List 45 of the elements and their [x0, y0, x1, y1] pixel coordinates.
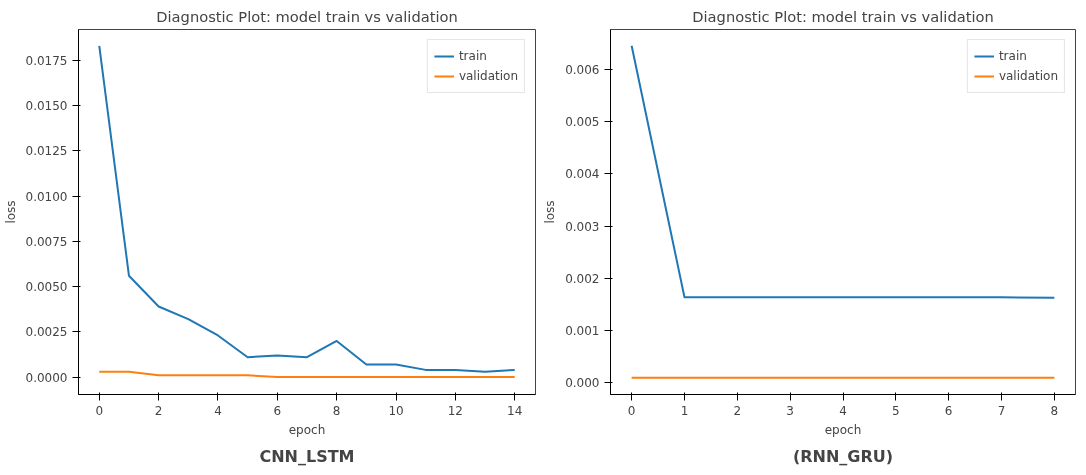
x-tick-label: 4 [839, 403, 847, 418]
y-tick-label: 0.0050 [25, 280, 68, 295]
legend-label: train [458, 49, 487, 63]
legend-label: validation [458, 69, 518, 83]
x-tick-label: 5 [892, 403, 900, 418]
y-tick-label: 0.0175 [25, 53, 68, 68]
x-tick-label: 4 [214, 403, 222, 418]
y-tick-label: 0.005 [565, 115, 600, 130]
y-tick-label: 0.004 [565, 167, 600, 182]
line-series [98, 44, 516, 373]
y-tick-label: 0.0150 [25, 99, 68, 114]
x-tick-label: 6 [273, 403, 282, 418]
y-tick-label: 0.002 [565, 271, 600, 286]
y-axis-title: loss [3, 200, 18, 224]
y-axis-title: loss [543, 200, 558, 224]
text: CNN_LSTM [259, 446, 355, 466]
chart-title: Diagnostic Plot: model train vs validation [156, 7, 458, 25]
x-tick-label: 2 [733, 403, 742, 418]
x-tick-label: 3 [786, 403, 794, 418]
y-tick-label: 0.0125 [25, 144, 68, 159]
y-tick-label: 0.0100 [25, 189, 68, 204]
chart-title: Diagnostic Plot: model train vs validation [692, 7, 994, 25]
y-tick-label: 0.0025 [25, 325, 68, 340]
x-tick-label: 2 [154, 403, 163, 418]
x-tick-label: 0 [95, 403, 104, 418]
x-axis-title: epoch [824, 422, 862, 437]
x-tick-label: 14 [507, 403, 523, 418]
x-axis-title: epoch [288, 422, 326, 437]
x-tick-label: 12 [447, 403, 464, 418]
y-tick-label: 0.0075 [25, 234, 68, 249]
legend-label: train [998, 49, 1027, 63]
x-tick-label: 6 [944, 403, 953, 418]
text: (RNN_GRU) [792, 446, 894, 466]
x-tick-label: 10 [388, 403, 404, 418]
y-tick-label: 0.006 [565, 62, 600, 77]
y-tick-label: 0.0000 [25, 370, 68, 385]
x-tick-label: 8 [1050, 403, 1059, 418]
x-tick-label: 0 [627, 403, 636, 418]
x-tick-label: 1 [680, 403, 689, 418]
y-tick-label: 0.001 [565, 324, 600, 339]
y-tick-label: 0.003 [565, 219, 600, 234]
legend-label: validation [998, 69, 1058, 83]
x-tick-label: 8 [332, 403, 341, 418]
x-tick-label: 7 [997, 403, 1006, 418]
y-tick-label: 0.000 [565, 376, 600, 391]
